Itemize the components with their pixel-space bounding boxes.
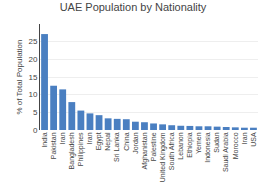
svg-text:Sudan: Sudan (213, 132, 220, 152)
svg-text:Yemen: Yemen (195, 132, 202, 154)
svg-text:Bangladesh: Bangladesh (68, 132, 76, 169)
svg-text:10: 10 (28, 90, 37, 99)
svg-text:Egypt: Egypt (95, 132, 103, 150)
svg-text:India: India (41, 132, 48, 147)
svg-text:% of Total Population: % of Total Population (15, 39, 24, 114)
svg-text:20: 20 (28, 55, 37, 64)
svg-text:Lebanon: Lebanon (177, 132, 184, 159)
svg-text:Ethiopia: Ethiopia (186, 132, 194, 157)
svg-text:United Kingdom: United Kingdom (159, 132, 167, 182)
svg-text:South Africa: South Africa (168, 132, 175, 170)
svg-text:Nepal: Nepal (104, 132, 112, 151)
svg-text:Jordan: Jordan (132, 132, 139, 154)
svg-text:Iran: Iran (241, 132, 248, 144)
svg-text:0: 0 (33, 126, 38, 135)
svg-text:Indonesia: Indonesia (204, 132, 211, 162)
svg-text:Morocco: Morocco (232, 132, 239, 159)
svg-text:25: 25 (28, 37, 37, 46)
svg-text:15: 15 (28, 73, 37, 82)
svg-text:USA: USA (250, 132, 257, 147)
svg-text:Iran: Iran (59, 132, 66, 144)
svg-text:Pakistan: Pakistan (50, 132, 57, 159)
svg-text:5: 5 (33, 108, 38, 117)
svg-text:Iran: Iran (86, 132, 93, 144)
svg-text:UAE Population by Nationality: UAE Population by Nationality (60, 1, 207, 13)
svg-text:Philippines: Philippines (77, 132, 85, 166)
svg-text:China: China (123, 132, 130, 150)
svg-text:Afghanistan: Afghanistan (141, 132, 149, 169)
svg-text:Sri Lanka: Sri Lanka (113, 132, 120, 162)
svg-text:Palestine: Palestine (150, 132, 157, 161)
svg-text:Saudi Arabia: Saudi Arabia (222, 132, 229, 172)
